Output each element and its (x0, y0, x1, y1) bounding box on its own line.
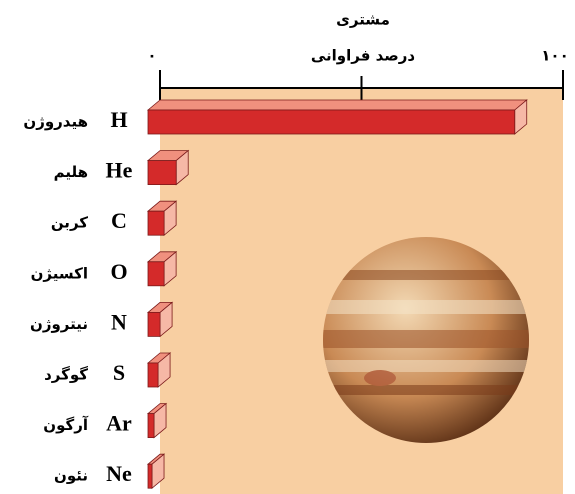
category-name: نیتروژن (30, 315, 88, 333)
category-symbol: Ar (106, 411, 132, 436)
category-name: نئون (54, 467, 88, 485)
category-symbol: O (110, 259, 127, 284)
bar (146, 453, 166, 490)
bar (146, 352, 172, 388)
bar-front (147, 311, 161, 337)
chart-title: مشتری (336, 11, 390, 29)
bar (146, 250, 178, 287)
bar-top (146, 99, 528, 111)
bar-front (147, 362, 159, 388)
category-name: آرگون (43, 416, 89, 434)
category-symbol: S (113, 360, 125, 385)
bar-front (147, 463, 153, 489)
category-name: کربن (51, 214, 88, 232)
category-symbol: N (111, 309, 127, 334)
category-name: گوگرد (44, 366, 88, 384)
category-name: اکسیژن (31, 264, 88, 282)
jupiter-image (323, 237, 529, 443)
bar-front (147, 109, 516, 135)
category-name: هیدروژن (23, 113, 88, 131)
bar-front (147, 210, 165, 236)
category-symbol: H (110, 107, 127, 132)
category-name: هلیم (54, 163, 88, 181)
x-tick-label: ۰ (147, 47, 156, 65)
x-axis-label: درصد فراوانی (311, 47, 416, 65)
bar (146, 99, 528, 135)
bar (146, 200, 178, 237)
category-symbol: He (106, 158, 133, 183)
category-symbol: C (111, 208, 127, 233)
bar-front (147, 413, 155, 439)
bar-front (147, 160, 177, 186)
bar-front (147, 261, 165, 287)
category-symbol: Ne (106, 461, 132, 486)
x-tick-label: ۱۰۰ (541, 47, 568, 65)
bar (146, 301, 174, 338)
bar (146, 149, 190, 186)
bar (146, 402, 168, 439)
